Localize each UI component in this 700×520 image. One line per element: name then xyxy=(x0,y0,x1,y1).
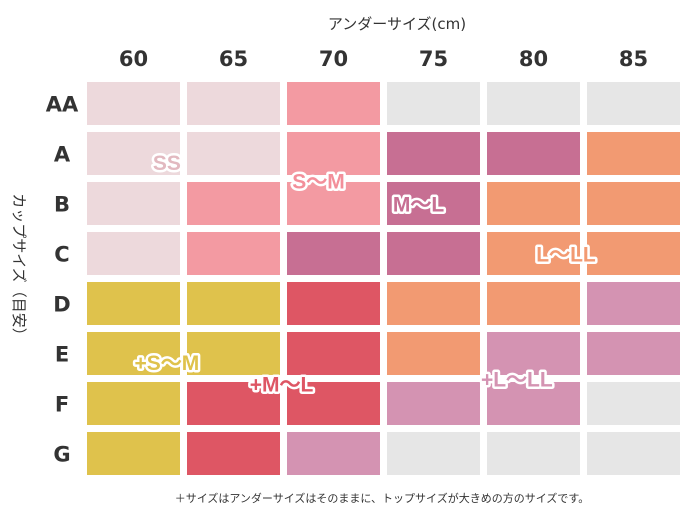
column-labels: 60 65 70 75 80 85 xyxy=(119,47,648,71)
cell-B-65 xyxy=(187,182,280,225)
cell-E-70 xyxy=(287,332,380,375)
cell-C-70 xyxy=(287,232,380,275)
y-axis-title: カップサイズ（目安） xyxy=(10,193,28,343)
cell-G-65 xyxy=(187,432,280,475)
cell-A-65 xyxy=(187,132,280,175)
cell-AA-60 xyxy=(87,82,180,125)
cell-AA-65 xyxy=(187,82,280,125)
x-axis-title: アンダーサイズ(cm) xyxy=(328,15,466,33)
column-label-60: 60 xyxy=(119,47,148,71)
cell-C-80 xyxy=(487,232,580,275)
zone-label: +M〜L xyxy=(250,374,314,397)
cell-E-85 xyxy=(587,332,680,375)
cell-C-65 xyxy=(187,232,280,275)
row-label-C: C xyxy=(54,243,69,267)
zone-label: SS xyxy=(153,152,181,175)
row-label-A: A xyxy=(54,143,71,167)
cell-AA-80 xyxy=(487,82,580,125)
cell-A-85 xyxy=(587,132,680,175)
cell-AA-70 xyxy=(287,82,380,125)
zone-labels: SS S〜M M〜L L〜LL +S〜M +M〜L +L〜LL xyxy=(132,149,598,399)
cell-E-60 xyxy=(87,332,180,375)
cell-A-80 xyxy=(487,132,580,175)
cell-F-60 xyxy=(87,382,180,425)
cell-G-75 xyxy=(387,432,480,475)
cell-AA-85 xyxy=(587,82,680,125)
cell-F-65 xyxy=(187,382,280,425)
row-label-F: F xyxy=(55,393,69,417)
cell-F-85 xyxy=(587,382,680,425)
cell-E-75 xyxy=(387,332,480,375)
cell-G-60 xyxy=(87,432,180,475)
cell-C-85 xyxy=(587,232,680,275)
column-label-70: 70 xyxy=(319,47,348,71)
footnote: ＋サイズはアンダーサイズはそのままに、トップサイズが大きめの方のサイズです。 xyxy=(175,491,590,505)
cell-E-65 xyxy=(187,332,280,375)
cell-F-75 xyxy=(387,382,480,425)
cell-B-80 xyxy=(487,182,580,225)
column-label-80: 80 xyxy=(519,47,548,71)
cell-C-75 xyxy=(387,232,480,275)
row-label-AA: AA xyxy=(46,93,79,117)
cell-G-70 xyxy=(287,432,380,475)
row-label-G: G xyxy=(53,443,70,467)
cell-F-80 xyxy=(487,382,580,425)
cell-D-80 xyxy=(487,282,580,325)
cell-A-70 xyxy=(287,132,380,175)
cell-A-75 xyxy=(387,132,480,175)
cell-D-65 xyxy=(187,282,280,325)
cell-A-60 xyxy=(87,132,180,175)
cell-D-85 xyxy=(587,282,680,325)
cell-D-70 xyxy=(287,282,380,325)
zone-label: M〜L xyxy=(393,194,444,217)
zone-label: +L〜LL xyxy=(481,369,553,392)
column-label-75: 75 xyxy=(419,47,448,71)
cell-B-75 xyxy=(387,182,480,225)
cell-G-80 xyxy=(487,432,580,475)
zone-label: +S〜M xyxy=(134,352,199,375)
cell-F-70 xyxy=(287,382,380,425)
cell-B-70 xyxy=(287,182,380,225)
size-grid xyxy=(87,82,680,475)
cell-D-60 xyxy=(87,282,180,325)
zone-label: L〜LL xyxy=(536,244,596,267)
cell-B-85 xyxy=(587,182,680,225)
row-label-D: D xyxy=(53,293,70,317)
cell-E-80 xyxy=(487,332,580,375)
zone-label: S〜M xyxy=(292,171,345,194)
row-label-B: B xyxy=(54,193,70,217)
column-label-65: 65 xyxy=(219,47,248,71)
cell-C-60 xyxy=(87,232,180,275)
column-label-85: 85 xyxy=(619,47,648,71)
cell-G-85 xyxy=(587,432,680,475)
row-label-E: E xyxy=(55,343,69,367)
cell-AA-75 xyxy=(387,82,480,125)
cell-D-75 xyxy=(387,282,480,325)
cell-B-60 xyxy=(87,182,180,225)
